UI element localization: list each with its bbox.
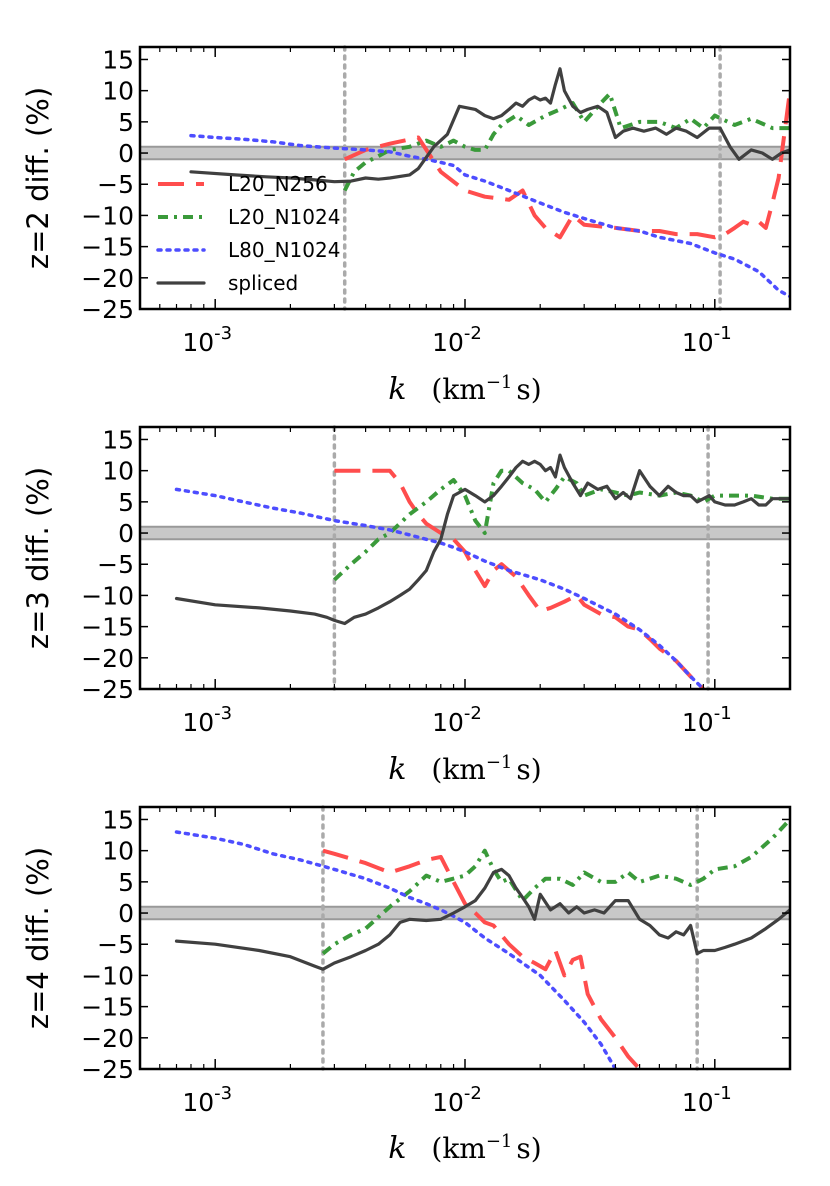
x-tick-label: 10-3 bbox=[182, 703, 232, 737]
x-axis-label: k (km−1 s) bbox=[388, 752, 541, 787]
y-tick-label: 10 bbox=[102, 77, 134, 106]
y-tick-label: −20 bbox=[81, 1024, 134, 1053]
y-tick-label: −25 bbox=[81, 675, 134, 704]
x-axis-label-var: k bbox=[388, 752, 406, 787]
vlines-z2 bbox=[342, 45, 722, 311]
x-axis-label-exp: −1 bbox=[486, 1131, 513, 1152]
series-line-spliced bbox=[174, 453, 790, 626]
y-tick-label: 10 bbox=[102, 837, 134, 866]
x-tick-label: 10-2 bbox=[432, 323, 482, 357]
x-axis-label-tail: s) bbox=[516, 1132, 541, 1165]
vlines-z3 bbox=[332, 425, 710, 691]
vlines-z4 bbox=[321, 805, 699, 1071]
plot-frame bbox=[138, 425, 792, 691]
x-axis-label: k (km−1 s) bbox=[388, 1131, 541, 1166]
x-tick-label: 10-1 bbox=[682, 1083, 732, 1117]
y-tick-label: −10 bbox=[81, 201, 134, 230]
tolerance-band bbox=[140, 146, 790, 160]
y-tick-label: 0 bbox=[118, 519, 134, 548]
y-axis-label: z=2 diff. (%) bbox=[21, 87, 55, 269]
x-tick-label: 10-1 bbox=[682, 703, 732, 737]
y-tick-label: −20 bbox=[81, 644, 134, 673]
y-tick-label: −25 bbox=[81, 1055, 134, 1084]
y-tick-label: −15 bbox=[81, 233, 134, 262]
y-tick-label: 15 bbox=[102, 805, 134, 834]
series-z4 bbox=[174, 818, 790, 1069]
y-tick-label: 5 bbox=[118, 868, 134, 897]
series-z2 bbox=[189, 67, 790, 299]
y-tick-label: 15 bbox=[102, 425, 134, 454]
x-tick-label: 10-2 bbox=[432, 1083, 482, 1117]
x-tick-label: 10-1 bbox=[682, 323, 732, 357]
y-tick-label: −15 bbox=[81, 993, 134, 1022]
series-line-l20-n1024 bbox=[321, 818, 790, 956]
y-tick-label: 10 bbox=[102, 457, 134, 486]
series-line-l80-n1024 bbox=[174, 487, 706, 689]
y-tick-label: 0 bbox=[118, 899, 134, 928]
x-axis-label-exp: −1 bbox=[486, 752, 513, 773]
y-tick-label: 0 bbox=[118, 139, 134, 168]
y-tick-label: 5 bbox=[118, 108, 134, 137]
series-line-l20-n256 bbox=[343, 90, 790, 240]
x-axis-label-unit: (km bbox=[431, 1132, 485, 1165]
x-tick-label: 10-3 bbox=[182, 323, 232, 357]
tolerance-band bbox=[140, 526, 790, 540]
y-tick-label: 15 bbox=[102, 45, 134, 74]
x-axis-label-tail: s) bbox=[516, 753, 541, 786]
tolerance-band bbox=[140, 906, 790, 920]
y-tick-label: −15 bbox=[81, 613, 134, 642]
series-line-spliced bbox=[174, 867, 790, 971]
y-axis-label: z=4 diff. (%) bbox=[21, 847, 55, 1029]
y-tick-label: −25 bbox=[81, 295, 134, 324]
x-axis-label-var: k bbox=[388, 1131, 406, 1166]
x-axis-label: k (km−1 s) bbox=[388, 372, 541, 407]
series-line-spliced bbox=[189, 67, 790, 184]
x-axis-label-unit: (km bbox=[431, 753, 485, 786]
series-line-l80-n1024 bbox=[174, 830, 618, 1069]
y-tick-label: −5 bbox=[97, 550, 134, 579]
x-axis-label-tail: s) bbox=[516, 373, 541, 406]
y-tick-label: −5 bbox=[97, 170, 134, 199]
legend-label-l20-n256: L20_N256 bbox=[228, 172, 328, 196]
y-tick-label: −10 bbox=[81, 961, 134, 990]
series-line-l20-n256 bbox=[334, 468, 705, 689]
x-tick-label: 10-3 bbox=[182, 1083, 232, 1117]
series-line-l20-n256 bbox=[322, 848, 642, 1069]
x-axis-label-unit: (km bbox=[431, 373, 485, 406]
band-z2 bbox=[140, 145, 790, 161]
band-z3 bbox=[140, 525, 790, 541]
y-tick-label: 5 bbox=[118, 488, 134, 517]
series-line-l80-n1024 bbox=[189, 133, 790, 299]
y-axis-label: z=3 diff. (%) bbox=[21, 467, 55, 649]
x-tick-label: 10-2 bbox=[432, 703, 482, 737]
series-line-l20-n1024 bbox=[342, 91, 790, 192]
x-axis-label-exp: −1 bbox=[486, 372, 513, 393]
legend-label-l20-n1024: L20_N1024 bbox=[228, 205, 340, 229]
x-axis-label-var: k bbox=[388, 372, 406, 407]
y-tick-label: −20 bbox=[81, 264, 134, 293]
legend-label-l80-n1024: L80_N1024 bbox=[228, 238, 340, 262]
series-z3 bbox=[174, 453, 790, 689]
legend-label-spliced: spliced bbox=[228, 271, 298, 295]
y-tick-label: −5 bbox=[97, 930, 134, 959]
y-tick-label: −10 bbox=[81, 581, 134, 610]
band-z4 bbox=[140, 905, 790, 921]
